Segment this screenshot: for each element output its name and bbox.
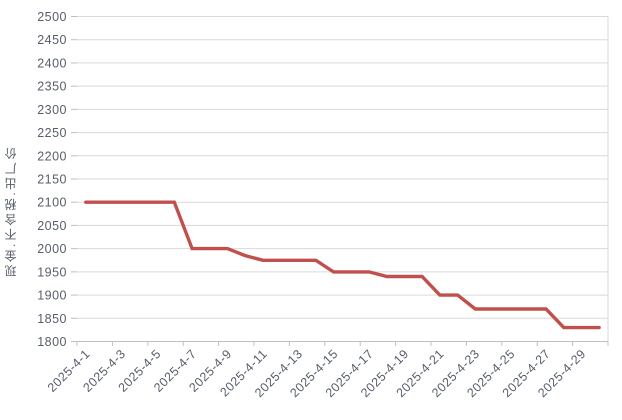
y-axis-tick-label: 2100 xyxy=(37,196,67,210)
y-axis-tick-label: 2000 xyxy=(37,242,67,256)
y-axis-tick-label: 2300 xyxy=(37,103,67,117)
price-series-line xyxy=(84,200,601,330)
y-axis-tick-label: 2500 xyxy=(37,10,67,24)
y-axis-tick-label: 2050 xyxy=(37,219,67,233)
y-axis-tick-label: 2450 xyxy=(37,33,67,47)
y-axis-tick-label: 1800 xyxy=(37,335,67,349)
y-axis-tick-label: 2400 xyxy=(37,56,67,70)
y-axis-tick-label: 1950 xyxy=(37,265,67,279)
y-axis-tick-label: 2250 xyxy=(37,126,67,140)
y-axis-tick-label: 2200 xyxy=(37,149,67,163)
y-axis-tick-label: 2350 xyxy=(37,80,67,94)
y-axis-tick-label: 2150 xyxy=(37,173,67,187)
y-axis-tick-label: 1900 xyxy=(37,289,67,303)
y-axis-tick-label: 1850 xyxy=(37,312,67,326)
